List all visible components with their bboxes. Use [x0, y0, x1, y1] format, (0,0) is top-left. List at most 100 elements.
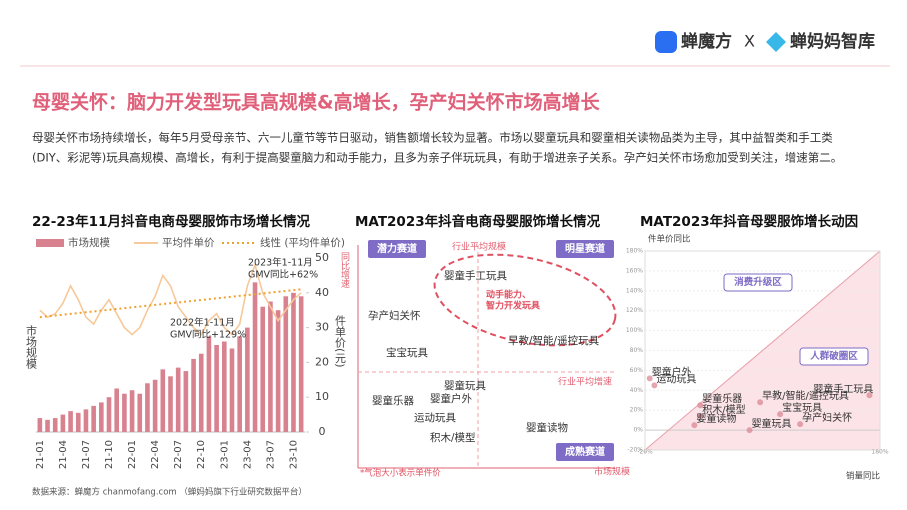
region-label: 人群破圈区 [810, 350, 858, 362]
point-label: 婴童玩具 [752, 417, 792, 430]
bar [175, 367, 181, 432]
y2-tick-label: 40 [315, 286, 329, 299]
y-tick-label: 140% [626, 287, 643, 294]
bar [191, 358, 196, 432]
point [866, 392, 873, 399]
y2-tick-label: 50 [315, 251, 329, 264]
annotation: GMV同比+62% [248, 269, 318, 281]
quadrant-label: 潜力赛道 [377, 242, 417, 255]
logo-right [766, 32, 786, 52]
region-label: 消费升级区 [734, 276, 782, 288]
price-line [39, 262, 302, 336]
bar [283, 296, 289, 432]
item-label: 婴童乐器 [372, 394, 414, 407]
point [651, 382, 658, 389]
quadrant-label: 成熟赛道 [565, 445, 605, 458]
quadrant-tag [556, 240, 614, 258]
y-tick-label: 160% [626, 267, 643, 274]
paragraph-line: (DIY、彩泥等)玩具高规模、高增长，有利于提高婴童脑力和动手能力，且多为亲子伴… [32, 151, 842, 165]
legend-label: 线性 (平均件单价) [260, 236, 345, 249]
bar [91, 405, 96, 432]
paragraph-line: 母婴关怀市场持续增长，每年5月受母亲节、六一儿童节等节日驱动，销售额增长较为显著… [32, 131, 833, 145]
highlight-text: 动手能力、 [486, 289, 531, 301]
y-axis-label: 件单价同比 [648, 234, 691, 245]
bar [229, 348, 235, 432]
item-label: 早教/智能/遥控玩具 [508, 334, 600, 347]
y2-tick-label: 30 [315, 321, 329, 334]
x-tick-label: 21-10 [104, 440, 115, 469]
item-label: 婴童玩具 [444, 379, 486, 392]
bar [145, 383, 150, 432]
chart-title: 22-23年11月抖音电商母婴服饰市场增长情况 [32, 213, 310, 230]
page-title: 母婴关怀：脑力开发型玩具高规模&高增长，孕产妇关怀市场高增长 [32, 91, 601, 114]
quadrant-tag [556, 443, 614, 461]
note: *气泡大小表示单件价 [360, 468, 441, 479]
bar [245, 327, 250, 432]
y-tick-label: -20% [627, 447, 643, 454]
bar [60, 414, 66, 432]
quadrant-label: 明星赛道 [565, 242, 605, 255]
brand: 蝉妈妈智库 [790, 31, 875, 52]
bar [183, 371, 189, 432]
y2-tick-label: 0 [319, 425, 326, 438]
point [777, 411, 784, 418]
trend-line [39, 288, 302, 319]
y2-tick-label: 10 [315, 390, 329, 403]
bar [252, 282, 258, 432]
axis-label: 同比增速 [339, 252, 350, 289]
x-axis-label: 销量同比 [846, 471, 880, 482]
y-tick-label: 0% [633, 427, 643, 434]
bar [160, 369, 166, 432]
point-label: 婴童户外 [652, 365, 692, 378]
axis-label: 市场规模 [594, 466, 630, 478]
point [697, 402, 704, 409]
frame [644, 250, 881, 451]
bar [275, 310, 281, 432]
divider-label: 行业平均增速 [558, 376, 612, 388]
footer: 数据来源：蝉魔方 chanmofang.com （蝉妈妈旗下行业研究数据平台） [32, 487, 307, 498]
point-label: 宝宝玩具 [782, 401, 822, 414]
y2-axis-label: 件单价(元) [334, 315, 347, 368]
bar [206, 336, 212, 432]
quadrant-tag [368, 240, 426, 258]
y2-tick-label: 20 [315, 355, 329, 368]
item-label: 积木/模型 [430, 431, 476, 444]
chart-title: MAT2023年抖音电商母婴服饰增长情况 [355, 213, 601, 230]
legend-swatch [36, 239, 64, 247]
x-tick-label: -20% [637, 449, 653, 456]
bar [99, 402, 104, 432]
annotation: GMV同比+129% [170, 329, 246, 341]
item-label: 婴童手工玩具 [444, 269, 507, 282]
y-tick-label: 100% [626, 327, 643, 334]
bar [221, 341, 227, 432]
bar [168, 376, 173, 432]
bar [75, 412, 81, 432]
item-label: 孕产妇关怀 [368, 309, 421, 322]
divider-label: 行业平均规模 [452, 241, 506, 253]
diagonal [644, 250, 881, 451]
y-tick-label: 60% [630, 367, 644, 374]
bar [129, 390, 135, 432]
bar [298, 296, 304, 432]
bar [106, 397, 112, 432]
bar [214, 345, 219, 432]
bar [137, 393, 143, 432]
x-tick-label: 21-01 [35, 440, 46, 469]
chart-title: MAT2023年抖音母婴服饰增长动因 [640, 213, 858, 230]
bar [260, 306, 266, 432]
separator: X [744, 32, 755, 51]
highlight-text: 智力开发玩具 [486, 300, 540, 312]
bar [268, 301, 273, 432]
y-axis-label: 市场规模 [25, 324, 38, 369]
point [691, 422, 698, 429]
point-label: 早教/智能/遥控玩具 [762, 389, 849, 402]
x-tick-label: 21-07 [81, 440, 92, 469]
bar [152, 379, 158, 432]
brand: 蝉魔方 [681, 31, 732, 52]
x-tick-label: 23-07 [265, 440, 276, 469]
point-label: 婴童手工玩具 [813, 382, 873, 395]
x-tick-label: 22-04 [150, 440, 161, 469]
y-tick-label: 180% [626, 248, 643, 255]
point [757, 399, 764, 406]
